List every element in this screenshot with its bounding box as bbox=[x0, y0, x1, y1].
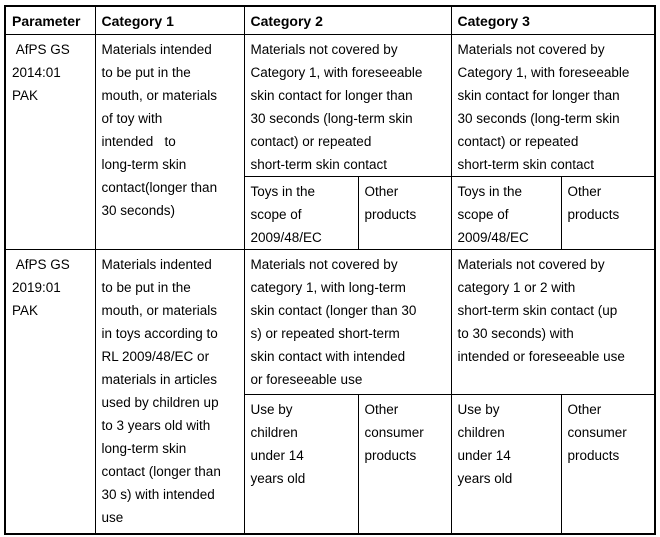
row-2019-subcells: Use by children under 14 years old Other… bbox=[5, 393, 656, 535]
header-cell-category2: Category 2 bbox=[243, 5, 452, 35]
category1-cell-2019: Materials indented to be put in the mout… bbox=[94, 248, 245, 535]
parameter-category-table: Parameter Category 1 Category 2 Category… bbox=[4, 5, 656, 535]
category2-description-cell-2014: Materials not covered by Category 1, wit… bbox=[243, 33, 452, 177]
row-2019-description: AfPS GS 2019:01 PAK Materials indented t… bbox=[4, 248, 656, 535]
category1-cell-2014: Materials intended to be put in the mout… bbox=[94, 33, 245, 250]
row-2014-description: AfPS GS 2014:01 PAK Materials intended t… bbox=[4, 33, 656, 250]
category3-other-products-cell-2014: Other products bbox=[560, 175, 656, 250]
category2-toys-scope-cell-2014: Toys in the scope of 2009/48/EC bbox=[243, 175, 359, 250]
header-cell-category1: Category 1 bbox=[94, 5, 245, 35]
parameter-cell-2019: AfPS GS 2019:01 PAK bbox=[4, 248, 96, 535]
header-cell-parameter: Parameter bbox=[4, 5, 96, 35]
category3-toys-scope-cell-2014: Toys in the scope of 2009/48/EC bbox=[450, 175, 562, 250]
category2-children-cell-2019: Use by children under 14 years old bbox=[243, 393, 359, 535]
header-row: Parameter Category 1 Category 2 Category… bbox=[4, 5, 656, 35]
category3-other-consumer-cell-2019: Other consumer products bbox=[560, 393, 656, 535]
parameter-cell-2014: AfPS GS 2014:01 PAK bbox=[4, 33, 96, 250]
category3-description-cell-2019: Materials not covered by category 1 or 2… bbox=[450, 248, 656, 395]
category3-description-cell-2014: Materials not covered by Category 1, wit… bbox=[450, 33, 656, 177]
category2-other-products-cell-2014: Other products bbox=[357, 175, 452, 250]
category2-other-consumer-cell-2019: Other consumer products bbox=[357, 393, 452, 535]
header-cell-category3: Category 3 bbox=[450, 5, 656, 35]
category3-children-cell-2019: Use by children under 14 years old bbox=[450, 393, 562, 535]
category2-description-cell-2019: Materials not covered by category 1, wit… bbox=[243, 248, 452, 395]
